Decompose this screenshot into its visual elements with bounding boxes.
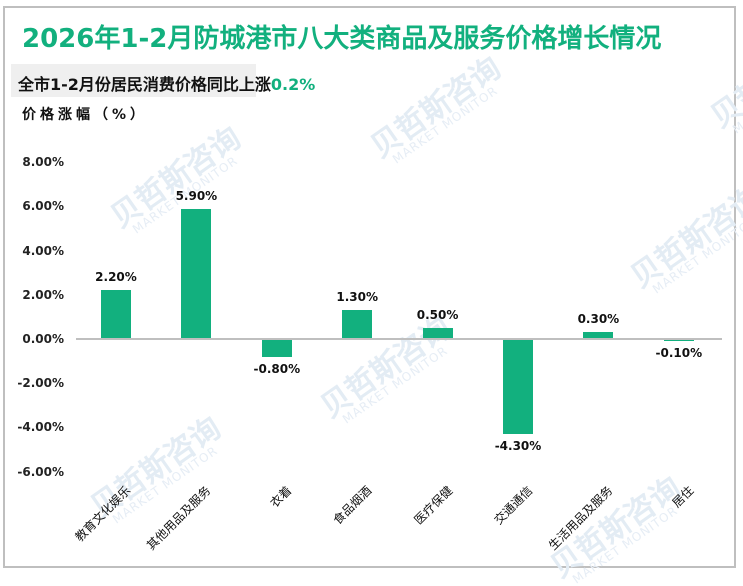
zero-axis-line [76, 338, 722, 340]
subtitle-highlight-value: 0.2% [270, 75, 316, 94]
subtitle-box [11, 64, 256, 97]
bar[interactable] [583, 332, 614, 339]
bar-value-label: -4.30% [494, 439, 542, 454]
y-tick-label: 8.00% [22, 155, 64, 170]
bar[interactable] [422, 327, 453, 339]
y-tick-label: -4.00% [17, 420, 64, 435]
bar[interactable] [342, 310, 373, 339]
bar[interactable] [503, 339, 533, 435]
y-tick-label: 6.00% [22, 199, 64, 214]
y-tick-label: -2.00% [17, 376, 64, 391]
bar-value-label: 1.30% [336, 290, 378, 305]
bar-value-label: 0.30% [577, 312, 620, 327]
chart-subtitle: 全市1-2月份居民消费价格同比上涨0.2% [18, 71, 315, 95]
bar[interactable] [181, 208, 212, 339]
subtitle-prefix: 全市1-2月份居民消费价格同比上涨 [18, 75, 271, 94]
bar-value-label: 5.90% [175, 188, 218, 203]
bar[interactable] [663, 339, 694, 342]
y-tick-label: 0.00% [22, 332, 64, 346]
bar[interactable] [101, 290, 131, 339]
bar-value-label: -0.10% [655, 346, 703, 361]
y-tick-label: -6.00% [17, 464, 64, 479]
bar[interactable] [261, 339, 292, 357]
bar-value-label: -0.80% [253, 361, 301, 376]
chart-title: 2026年1-2月防城港市八大类商品及服务价格增长情况 [22, 24, 662, 54]
y-tick-label: 4.00% [22, 243, 64, 258]
bar-value-label: 0.50% [416, 307, 459, 322]
y-axis-label: 价格涨幅（%） [22, 107, 149, 123]
bar-value-label: 2.20% [95, 270, 137, 285]
y-tick-label: 2.00% [22, 287, 64, 302]
chart-frame [3, 6, 736, 568]
